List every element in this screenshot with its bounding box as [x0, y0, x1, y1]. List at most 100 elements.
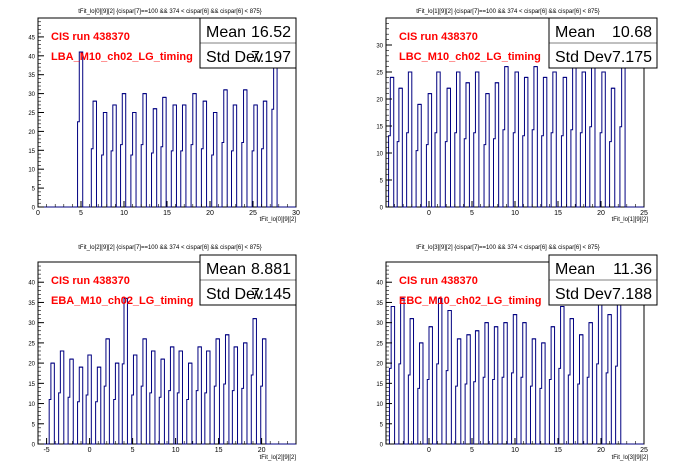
- x-tick-label: 30: [292, 210, 300, 217]
- y-tick-label: 10: [376, 402, 383, 408]
- y-tick-label: 40: [28, 281, 35, 287]
- channel-annotation: LBC_M10_ch02_LG_timing: [399, 51, 541, 63]
- y-tick-label: 10: [28, 402, 35, 408]
- plot-title: tFit_lo[1][9][2] {cispar[7]==100 && 374 …: [416, 9, 599, 15]
- y-tick-label: 35: [28, 301, 35, 307]
- x-tick-label: 5: [131, 447, 135, 454]
- y-tick-label: 15: [28, 382, 35, 388]
- y-tick-label: 30: [28, 321, 35, 327]
- y-tick-label: 5: [380, 179, 384, 185]
- y-tick-label: 30: [28, 92, 35, 98]
- x-axis-label: tFit_lo[0][9][2]: [260, 217, 297, 223]
- x-tick-label: 20: [206, 210, 214, 217]
- x-tick-label: 0: [427, 447, 431, 454]
- run-annotation: CIS run 438370: [399, 31, 478, 43]
- stats-std-label: Std Dev: [206, 49, 263, 66]
- x-tick-label: 0: [36, 210, 40, 217]
- y-tick-label: 20: [28, 130, 35, 136]
- y-tick-label: 0: [32, 443, 36, 449]
- stats-mean-value: 8.881: [251, 261, 291, 278]
- histogram-pad-4: tFit_lo[3][9][2] {cispar[7]==100 && 374 …: [376, 245, 658, 461]
- y-tick-label: 10: [376, 152, 383, 158]
- stats-std-label: Std Dev: [555, 49, 612, 66]
- histogram-line: [386, 297, 644, 445]
- y-tick-label: 20: [376, 98, 383, 104]
- y-tick-label: 40: [376, 281, 383, 287]
- y-tick-label: 20: [376, 362, 383, 368]
- y-tick-label: 35: [376, 301, 383, 307]
- stats-mean-value: 10.68: [612, 24, 652, 41]
- channel-annotation: EBA_M10_ch02_LG_timing: [51, 295, 193, 307]
- stats-mean-value: 16.52: [251, 24, 291, 41]
- histogram-pad-2: tFit_lo[1][9][2] {cispar[7]==100 && 374 …: [376, 9, 658, 223]
- stats-mean-label: Mean: [206, 24, 246, 41]
- y-tick-label: 25: [28, 111, 35, 117]
- x-tick-label: 10: [172, 447, 180, 454]
- x-tick-label: 25: [249, 210, 257, 217]
- x-tick-label: 20: [597, 447, 605, 454]
- stats-mean-label: Mean: [555, 24, 595, 41]
- x-tick-label: 25: [640, 210, 648, 217]
- run-annotation: CIS run 438370: [51, 275, 130, 287]
- x-tick-label: 5: [470, 210, 474, 217]
- x-axis-label: tFit_lo[1][9][2]: [612, 217, 649, 223]
- y-tick-label: 5: [380, 422, 384, 428]
- x-tick-label: 10: [120, 210, 128, 217]
- stats-mean-label: Mean: [555, 261, 595, 278]
- x-tick-label: 15: [163, 210, 171, 217]
- y-tick-label: 35: [28, 73, 35, 79]
- channel-annotation: LBA_M10_ch02_LG_timing: [51, 51, 193, 63]
- run-annotation: CIS run 438370: [51, 31, 130, 43]
- stats-std-value: 7.188: [612, 286, 652, 303]
- y-tick-label: 25: [376, 341, 383, 347]
- y-tick-label: 30: [376, 321, 383, 327]
- y-tick-label: 25: [376, 71, 383, 77]
- y-tick-label: 30: [376, 44, 383, 50]
- y-tick-label: 25: [28, 341, 35, 347]
- x-tick-label: 5: [470, 447, 474, 454]
- x-tick-label: 5: [79, 210, 83, 217]
- y-tick-label: 10: [28, 168, 35, 174]
- x-tick-label: -5: [43, 447, 49, 454]
- histogram-line: [386, 60, 644, 208]
- x-axis-label: tFit_lo[2][9][2]: [260, 455, 297, 461]
- y-tick-label: 20: [28, 362, 35, 368]
- x-tick-label: 25: [640, 447, 648, 454]
- stats-mean-value: 11.36: [613, 261, 652, 278]
- stats-mean-label: Mean: [206, 261, 246, 278]
- x-tick-label: 20: [258, 447, 266, 454]
- histogram-pad-3: tFit_lo[2][9][2] {cispar[7]==100 && 374 …: [28, 245, 297, 461]
- run-annotation: CIS run 438370: [399, 275, 478, 287]
- x-tick-label: 10: [511, 447, 519, 454]
- stats-std-value: 7.175: [612, 49, 652, 66]
- histogram-line: [38, 297, 296, 445]
- channel-annotation: EBC_M10_ch02_LG_timing: [399, 295, 541, 307]
- y-tick-label: 0: [380, 206, 384, 212]
- y-tick-label: 0: [32, 206, 36, 212]
- stats-std-label: Std Dev: [555, 286, 612, 303]
- x-tick-label: 20: [597, 210, 605, 217]
- x-tick-label: 10: [511, 210, 519, 217]
- plot-title: tFit_lo[0][9][2] {cispar[7]==100 && 374 …: [78, 9, 261, 15]
- plot-title: tFit_lo[3][9][2] {cispar[7]==100 && 374 …: [416, 245, 599, 251]
- y-tick-label: 15: [376, 382, 383, 388]
- y-tick-label: 15: [28, 149, 35, 155]
- y-tick-label: 5: [32, 187, 36, 193]
- stats-std-value: 7.197: [251, 49, 291, 66]
- stats-std-label: Std Dev: [206, 286, 263, 303]
- x-tick-label: 15: [215, 447, 223, 454]
- y-tick-label: 40: [28, 54, 35, 60]
- histogram-pad-1: tFit_lo[0][9][2] {cispar[7]==100 && 374 …: [28, 9, 300, 223]
- x-tick-label: 0: [88, 447, 92, 454]
- x-axis-label: tFit_lo[3][9][2]: [612, 455, 649, 461]
- y-tick-label: 0: [380, 443, 384, 449]
- x-tick-label: 0: [427, 210, 431, 217]
- x-tick-label: 15: [554, 210, 562, 217]
- plot-title: tFit_lo[2][9][2] {cispar[7]==100 && 374 …: [78, 245, 261, 251]
- y-tick-label: 45: [28, 35, 35, 41]
